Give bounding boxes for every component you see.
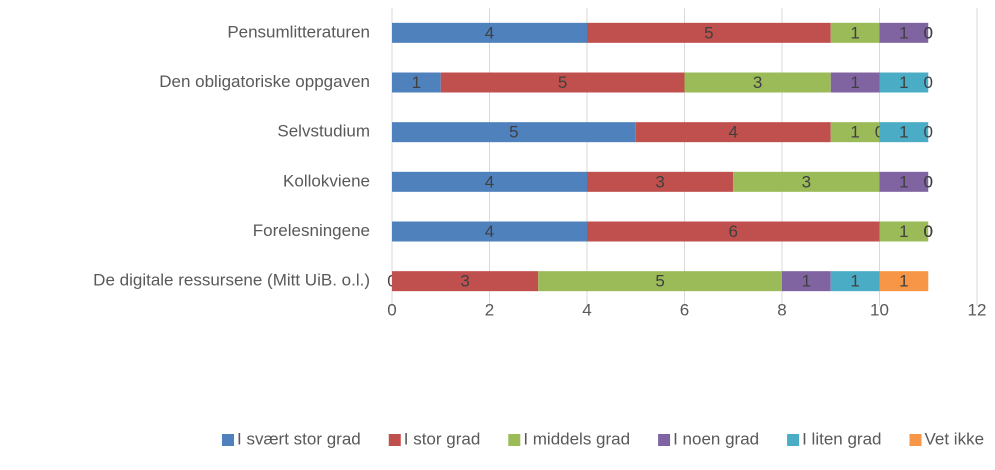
data-label: 0: [924, 123, 933, 142]
data-label: 0: [924, 222, 933, 241]
data-label: 0: [924, 222, 933, 241]
data-label: 5: [704, 23, 713, 42]
data-label: 6: [729, 222, 738, 241]
y-tick-label: Kollokviene: [283, 171, 370, 190]
data-label: 1: [802, 272, 811, 291]
bar-segment: [587, 221, 880, 242]
bar-segment: [392, 171, 587, 192]
x-tick-label: 8: [777, 300, 786, 319]
legend-label: I svært stor grad: [237, 429, 361, 448]
bar-segment: [392, 22, 587, 43]
data-label: 4: [485, 23, 494, 42]
bar-segment: [587, 171, 734, 192]
legend-swatch: [508, 434, 521, 446]
x-tick-label: 12: [968, 300, 987, 319]
x-tick-label: 2: [485, 300, 494, 319]
data-label: 5: [509, 123, 518, 142]
data-label: 1: [899, 123, 908, 142]
data-label: 3: [802, 172, 811, 191]
y-tick-label: De digitale ressursene (Mitt UiB. o.l.): [93, 271, 370, 290]
bar-segment: [879, 122, 929, 143]
x-tick-label: 0: [387, 300, 396, 319]
data-label: 1: [850, 73, 859, 92]
bar-segment: [392, 122, 636, 143]
bar-segment: [392, 271, 539, 292]
bar-segment: [879, 72, 929, 93]
legend-label: I noen grad: [673, 429, 759, 448]
data-label: 3: [460, 272, 469, 291]
legend-label: I liten grad: [802, 429, 881, 448]
bar-segment: [830, 72, 880, 93]
data-label: 1: [899, 73, 908, 92]
bar-segment: [879, 271, 929, 292]
x-tick-label: 4: [582, 300, 591, 319]
data-label: 3: [655, 172, 664, 191]
y-tick-label: Selvstudium: [277, 122, 370, 141]
data-label: 4: [729, 123, 738, 142]
legend-label: I stor grad: [404, 429, 481, 448]
data-label: 1: [899, 272, 908, 291]
data-label: 4: [485, 172, 494, 191]
data-label: 0: [924, 172, 933, 191]
data-label: 0: [924, 23, 933, 42]
x-tick-label: 6: [680, 300, 689, 319]
data-label: 0: [924, 172, 933, 191]
data-label: 1: [899, 222, 908, 241]
legend-label: Vet ikke: [925, 429, 985, 448]
bar-segment: [587, 22, 831, 43]
bar-segment: [392, 221, 587, 242]
x-tick-label: 10: [870, 300, 889, 319]
data-label: 1: [412, 73, 421, 92]
data-label: 3: [753, 73, 762, 92]
bar-segment: [879, 221, 929, 242]
bar-segment: [733, 171, 880, 192]
data-label: 1: [850, 123, 859, 142]
bar-segment: [782, 271, 831, 292]
bar-segment: [538, 271, 782, 292]
bar-segment: [830, 271, 880, 292]
data-label: 5: [558, 73, 567, 92]
data-label: 1: [899, 172, 908, 191]
data-label: 1: [899, 23, 908, 42]
legend-label: I middels grad: [523, 429, 630, 448]
legend-swatch: [658, 434, 671, 446]
data-label: 0: [924, 23, 933, 42]
bar-segment: [879, 171, 929, 192]
bar-segment: [830, 122, 880, 143]
bar-segment: [684, 72, 831, 93]
legend-swatch: [909, 434, 922, 446]
data-label: 0: [924, 73, 933, 92]
legend-swatch: [787, 434, 800, 446]
data-label: 5: [655, 272, 664, 291]
bar-segment: [879, 22, 929, 43]
data-label: 4: [485, 222, 494, 241]
data-label: 1: [850, 272, 859, 291]
legend-swatch: [222, 434, 234, 446]
y-tick-label: Pensumlitteraturen: [227, 22, 370, 41]
y-tick-label: Forelesningene: [253, 221, 370, 240]
bar-segment: [392, 72, 441, 93]
bar-segment: [635, 122, 831, 143]
bar-segment: [830, 22, 880, 43]
data-label: 1: [850, 23, 859, 42]
data-label: 0: [924, 222, 933, 241]
bar-segment: [440, 72, 685, 93]
legend-swatch: [388, 434, 401, 446]
y-tick-label: Den obligatoriske oppgaven: [159, 72, 370, 91]
